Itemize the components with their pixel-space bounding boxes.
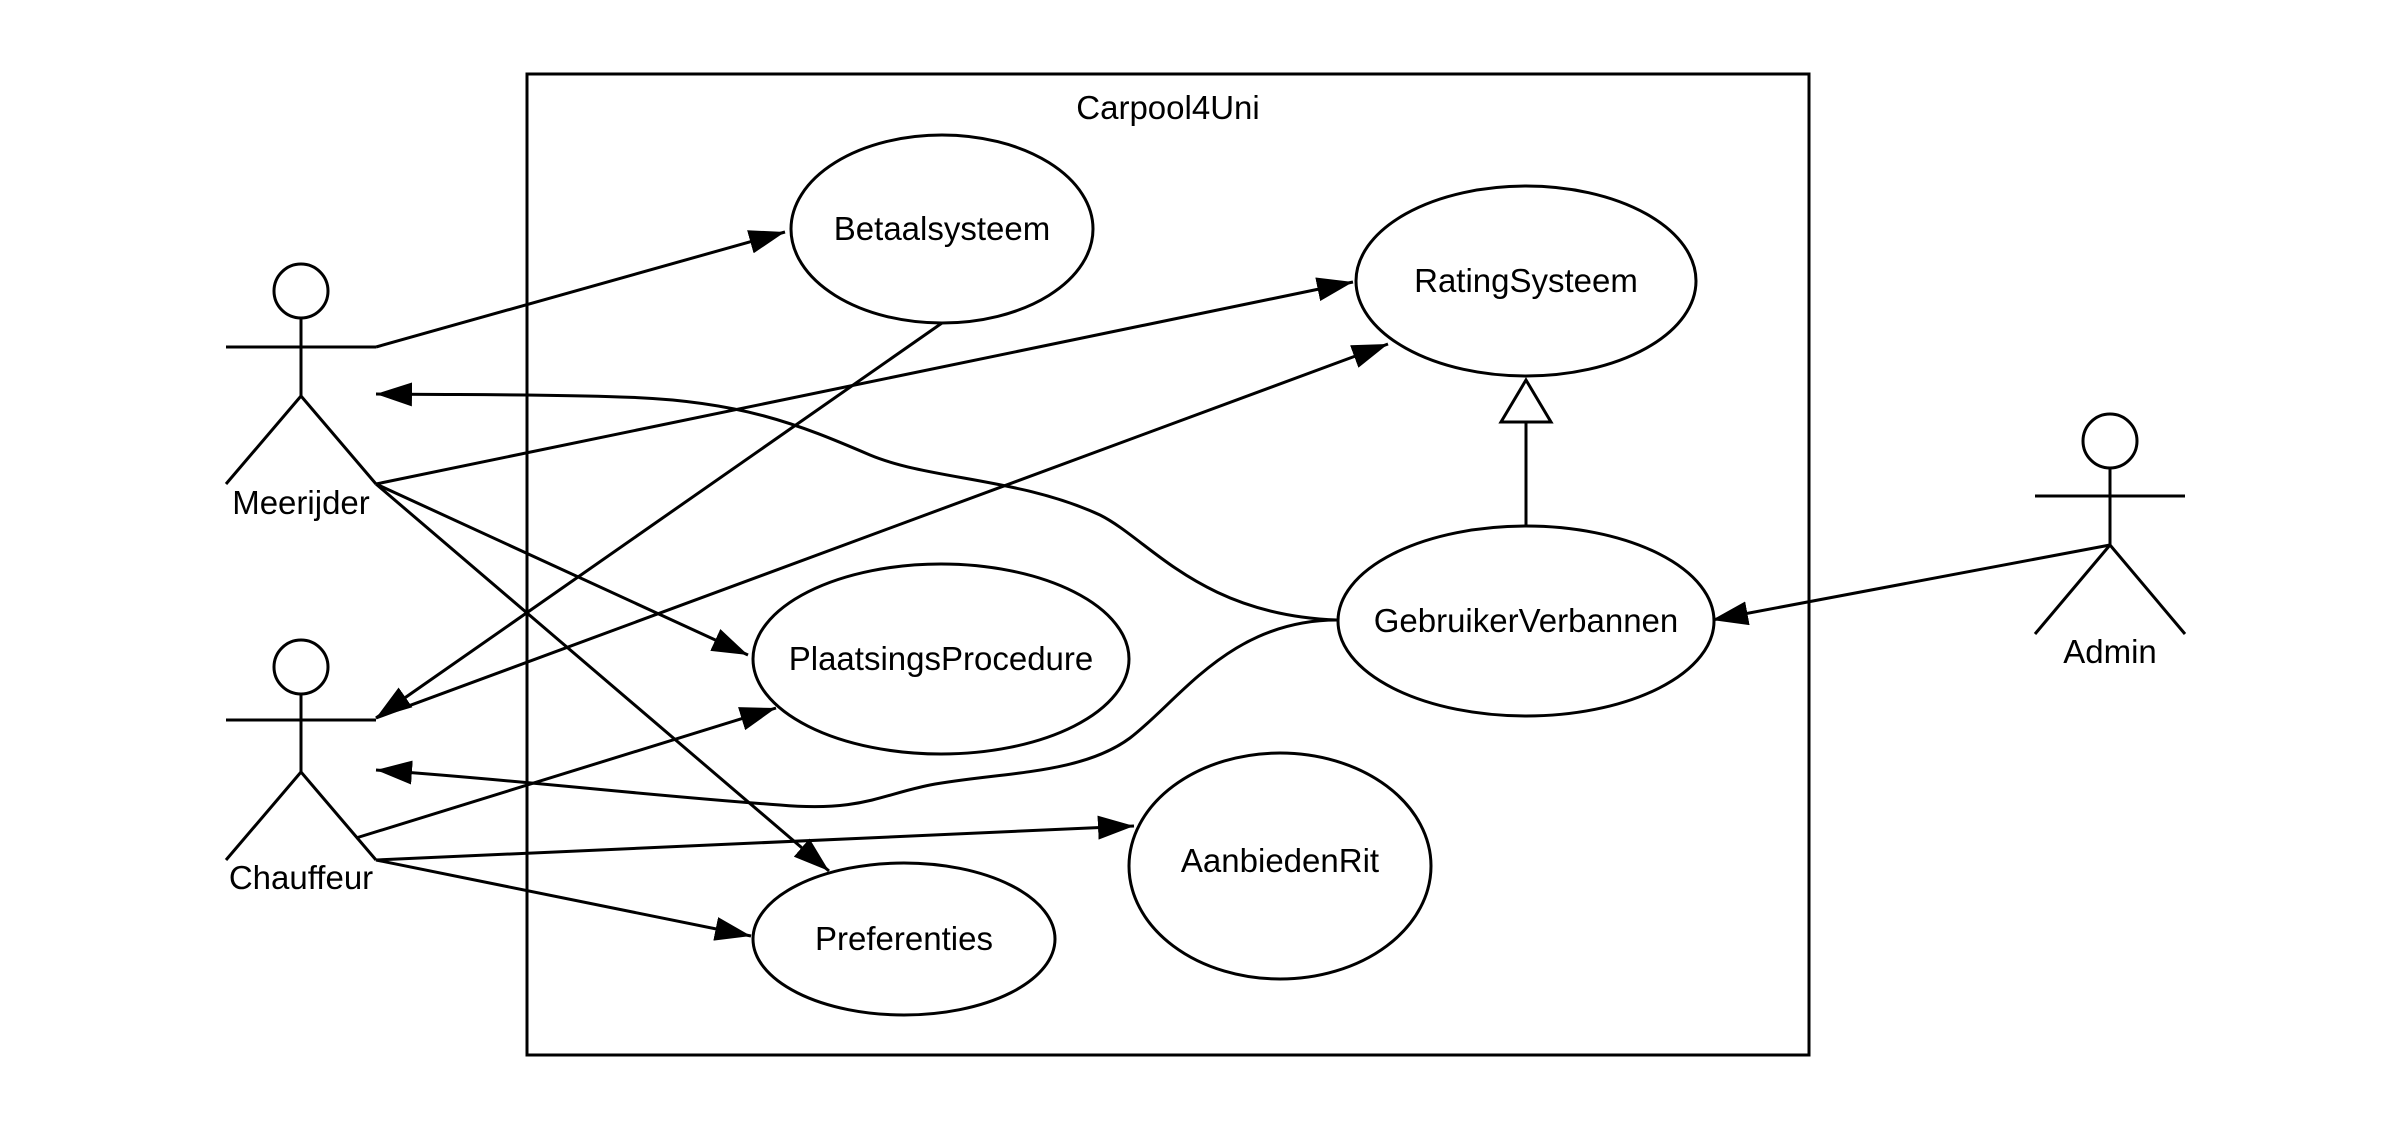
use-case-label: RatingSysteem [1414,262,1638,299]
use-case-aanbiedenrit[interactable]: AanbiedenRit [1129,753,1431,979]
use-case-gebruikerverbannen[interactable]: GebruikerVerbannen [1338,526,1714,716]
stick-figure-icon [226,264,376,484]
actor-label: Admin [2063,633,2157,670]
use-case-plaatsingsprocedure[interactable]: PlaatsingsProcedure [753,564,1129,754]
actor-meerijder[interactable]: Meerijder [226,264,376,521]
use-case-preferenties[interactable]: Preferenties [753,863,1055,1015]
use-case-label: AanbiedenRit [1181,842,1379,879]
stick-figure-icon [226,640,376,860]
use-case-betaalsysteem[interactable]: Betaalsysteem [791,135,1093,323]
use-case-ratingsysteem[interactable]: RatingSysteem [1356,186,1696,376]
system-title: Carpool4Uni [1076,89,1259,126]
use-case-label: Betaalsysteem [834,210,1050,247]
stick-figure-icon [2035,414,2185,634]
use-case-label: Preferenties [815,920,993,957]
actor-label: Meerijder [232,484,370,521]
use-case-label: PlaatsingsProcedure [789,640,1094,677]
actor-chauffeur[interactable]: Chauffeur [226,640,376,896]
use-case-label: GebruikerVerbannen [1374,602,1679,639]
actor-label: Chauffeur [229,859,373,896]
actor-admin[interactable]: Admin [2035,414,2185,670]
